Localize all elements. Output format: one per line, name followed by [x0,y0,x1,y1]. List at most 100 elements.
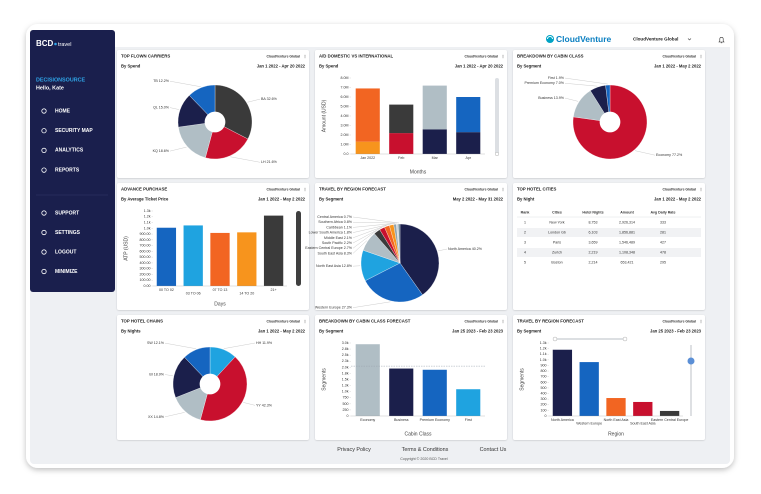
card-menu: ⋮ [501,54,504,59]
bar [633,401,653,416]
table-cell: 5 [524,260,526,264]
table-cell: 8,753 [589,220,598,224]
nav-icon [41,229,47,236]
y-tick-label: 900.00 [140,232,151,236]
scrollbar[interactable] [296,211,301,286]
account-selector[interactable]: CloudVenture Global [633,37,678,42]
bar [355,344,380,416]
nav-icon [41,268,47,275]
label-leader [564,77,608,85]
label-leader [352,222,398,224]
table-cell: 295 [660,260,666,264]
card-subtitle: By Segment [517,329,542,334]
label-leader [352,301,391,308]
table-header: Cities [552,210,562,214]
card-date-range: Jan 1 2022 - Apr 20 2022 [455,64,504,69]
footer-link[interactable]: Terms & Conditions [402,447,449,453]
table-header: Hotel Nights [582,210,603,214]
table-cell: 3,659 [589,240,598,244]
card-date-range: Jan 1 2022 - Apr 20 2022 [257,64,306,69]
table-cell: London Gb [548,230,566,234]
card-date-range: Jan 25 2023 - Feb 23 2023 [650,329,702,334]
range-handle[interactable] [552,336,558,342]
x-tick-label: Mar [432,156,439,160]
table-cell: 478 [660,250,666,254]
nav-item[interactable]: MINIMIZE [55,269,78,275]
nav-item[interactable]: SUPPORT [55,210,79,216]
y-tick-label: 2.0M [341,133,349,137]
bar-segment [355,88,380,142]
slice-label: First 1.9% [548,76,565,80]
bar [156,227,177,286]
x-tick-label: 03 TO 06 [186,291,201,295]
y-tick-label: 100 [541,408,547,412]
label-leader [564,97,579,102]
slice-label: QL 15.0% [153,106,170,110]
y-tick-label: 1.3k [342,384,349,388]
y-tick-label: 600.00 [140,249,151,253]
slice-label: XX 14.8% [148,415,165,419]
footer-link[interactable]: Privacy Policy [337,447,371,453]
notifications-bell[interactable] [718,37,725,44]
pie-slice [184,346,211,385]
y-tick-label: 3.0k [342,341,349,345]
vertical-handle[interactable] [687,357,695,365]
label-leader [438,248,448,252]
label-leader [169,81,201,87]
card-menu: ⋮ [501,187,504,192]
top-bar [30,30,730,47]
y-tick-label: 0 [545,414,547,418]
table-row-stripe [517,228,701,237]
table-cell: 4 [524,250,526,254]
card-menu: ⋮ [303,187,306,192]
y-axis-label: Amount (USD) [321,99,327,132]
nav-item[interactable]: HOME [55,108,71,114]
product-logo-mark [547,36,553,40]
card-title: BREAKDOWN BY CABIN CLASS [517,54,584,59]
scroll-handle[interactable] [495,151,500,156]
y-tick-label: 2.3k [342,359,349,363]
brand-dot [54,42,57,46]
bar [606,398,626,416]
card-date-range: Jan 1 2022 - May 2 2022 [654,197,702,202]
y-tick-label: 3.0M [341,123,349,127]
y-tick-label: 1.1k [144,220,151,224]
nav-icon [41,147,47,153]
bar [263,215,284,286]
card-date-range: Jan 1 2022 - May 2 2022 [258,197,306,202]
nav-item[interactable]: SECURITY MAP [55,128,93,134]
y-tick-label: 1.2k [540,347,547,351]
card-subtitle: By Average Ticket Price [121,197,169,202]
table-cell: 2,214 [589,260,598,264]
slice-label: SW 12.1% [147,341,165,345]
y-tick-label: 0 [347,414,349,418]
account-chevron[interactable] [687,38,692,41]
donut-hole [599,111,621,133]
y-tick-label: 1.0k [540,358,547,362]
x-axis-label: Region [608,431,624,437]
y-tick-label: 700 [541,375,547,379]
label-leader [169,146,187,152]
y-tick-label: 1.3k [144,209,151,213]
x-tick-label: Economy [360,418,375,422]
card-subtitle: By Segment [517,64,542,69]
x-tick-label: First [465,418,472,422]
y-tick-label: 300 [541,397,547,401]
nav-item[interactable]: SETTINGS [55,230,81,236]
scrollbar[interactable] [495,78,499,154]
y-tick-label: 750 [343,396,349,400]
range-handle[interactable] [622,336,628,342]
table-cell: Boston [551,260,562,264]
nav-item[interactable]: LOGOUT [55,249,76,255]
table-cell: 1,546,489 [619,240,635,244]
card-menu: ⋮ [699,319,702,324]
card-date-range: Jan 1 2022 - May 2 2022 [258,329,306,334]
y-axis-label: Segments [519,368,525,391]
table-cell: 2,926,314 [619,220,635,224]
footer-link[interactable]: Contact Us [480,447,507,453]
y-tick-label: 1.1k [540,352,547,356]
nav-item[interactable]: REPORTS [55,167,80,173]
y-tick-label: 7.0M [341,85,349,89]
nav-item[interactable]: ANALYTICS [55,148,84,154]
